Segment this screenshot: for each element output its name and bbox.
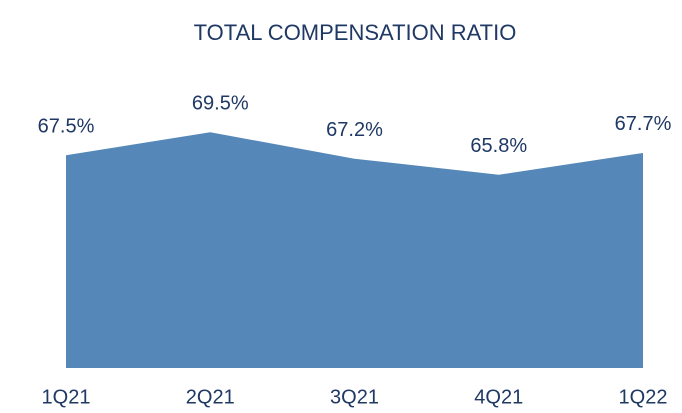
x-tick-label: 3Q21 xyxy=(330,386,379,408)
x-tick-label: 2Q21 xyxy=(186,386,235,408)
value-label: 67.2% xyxy=(326,119,383,141)
x-tick-label: 1Q22 xyxy=(619,386,668,408)
value-label: 67.7% xyxy=(615,113,672,135)
area xyxy=(66,132,643,368)
x-tick-label: 4Q21 xyxy=(474,386,523,408)
value-label: 69.5% xyxy=(192,93,249,115)
x-tick-label: 1Q21 xyxy=(42,386,91,408)
chart-title: TOTAL COMPENSATION RATIO xyxy=(194,20,517,45)
value-label: 65.8% xyxy=(470,135,527,157)
value-label: 67.5% xyxy=(38,116,95,138)
